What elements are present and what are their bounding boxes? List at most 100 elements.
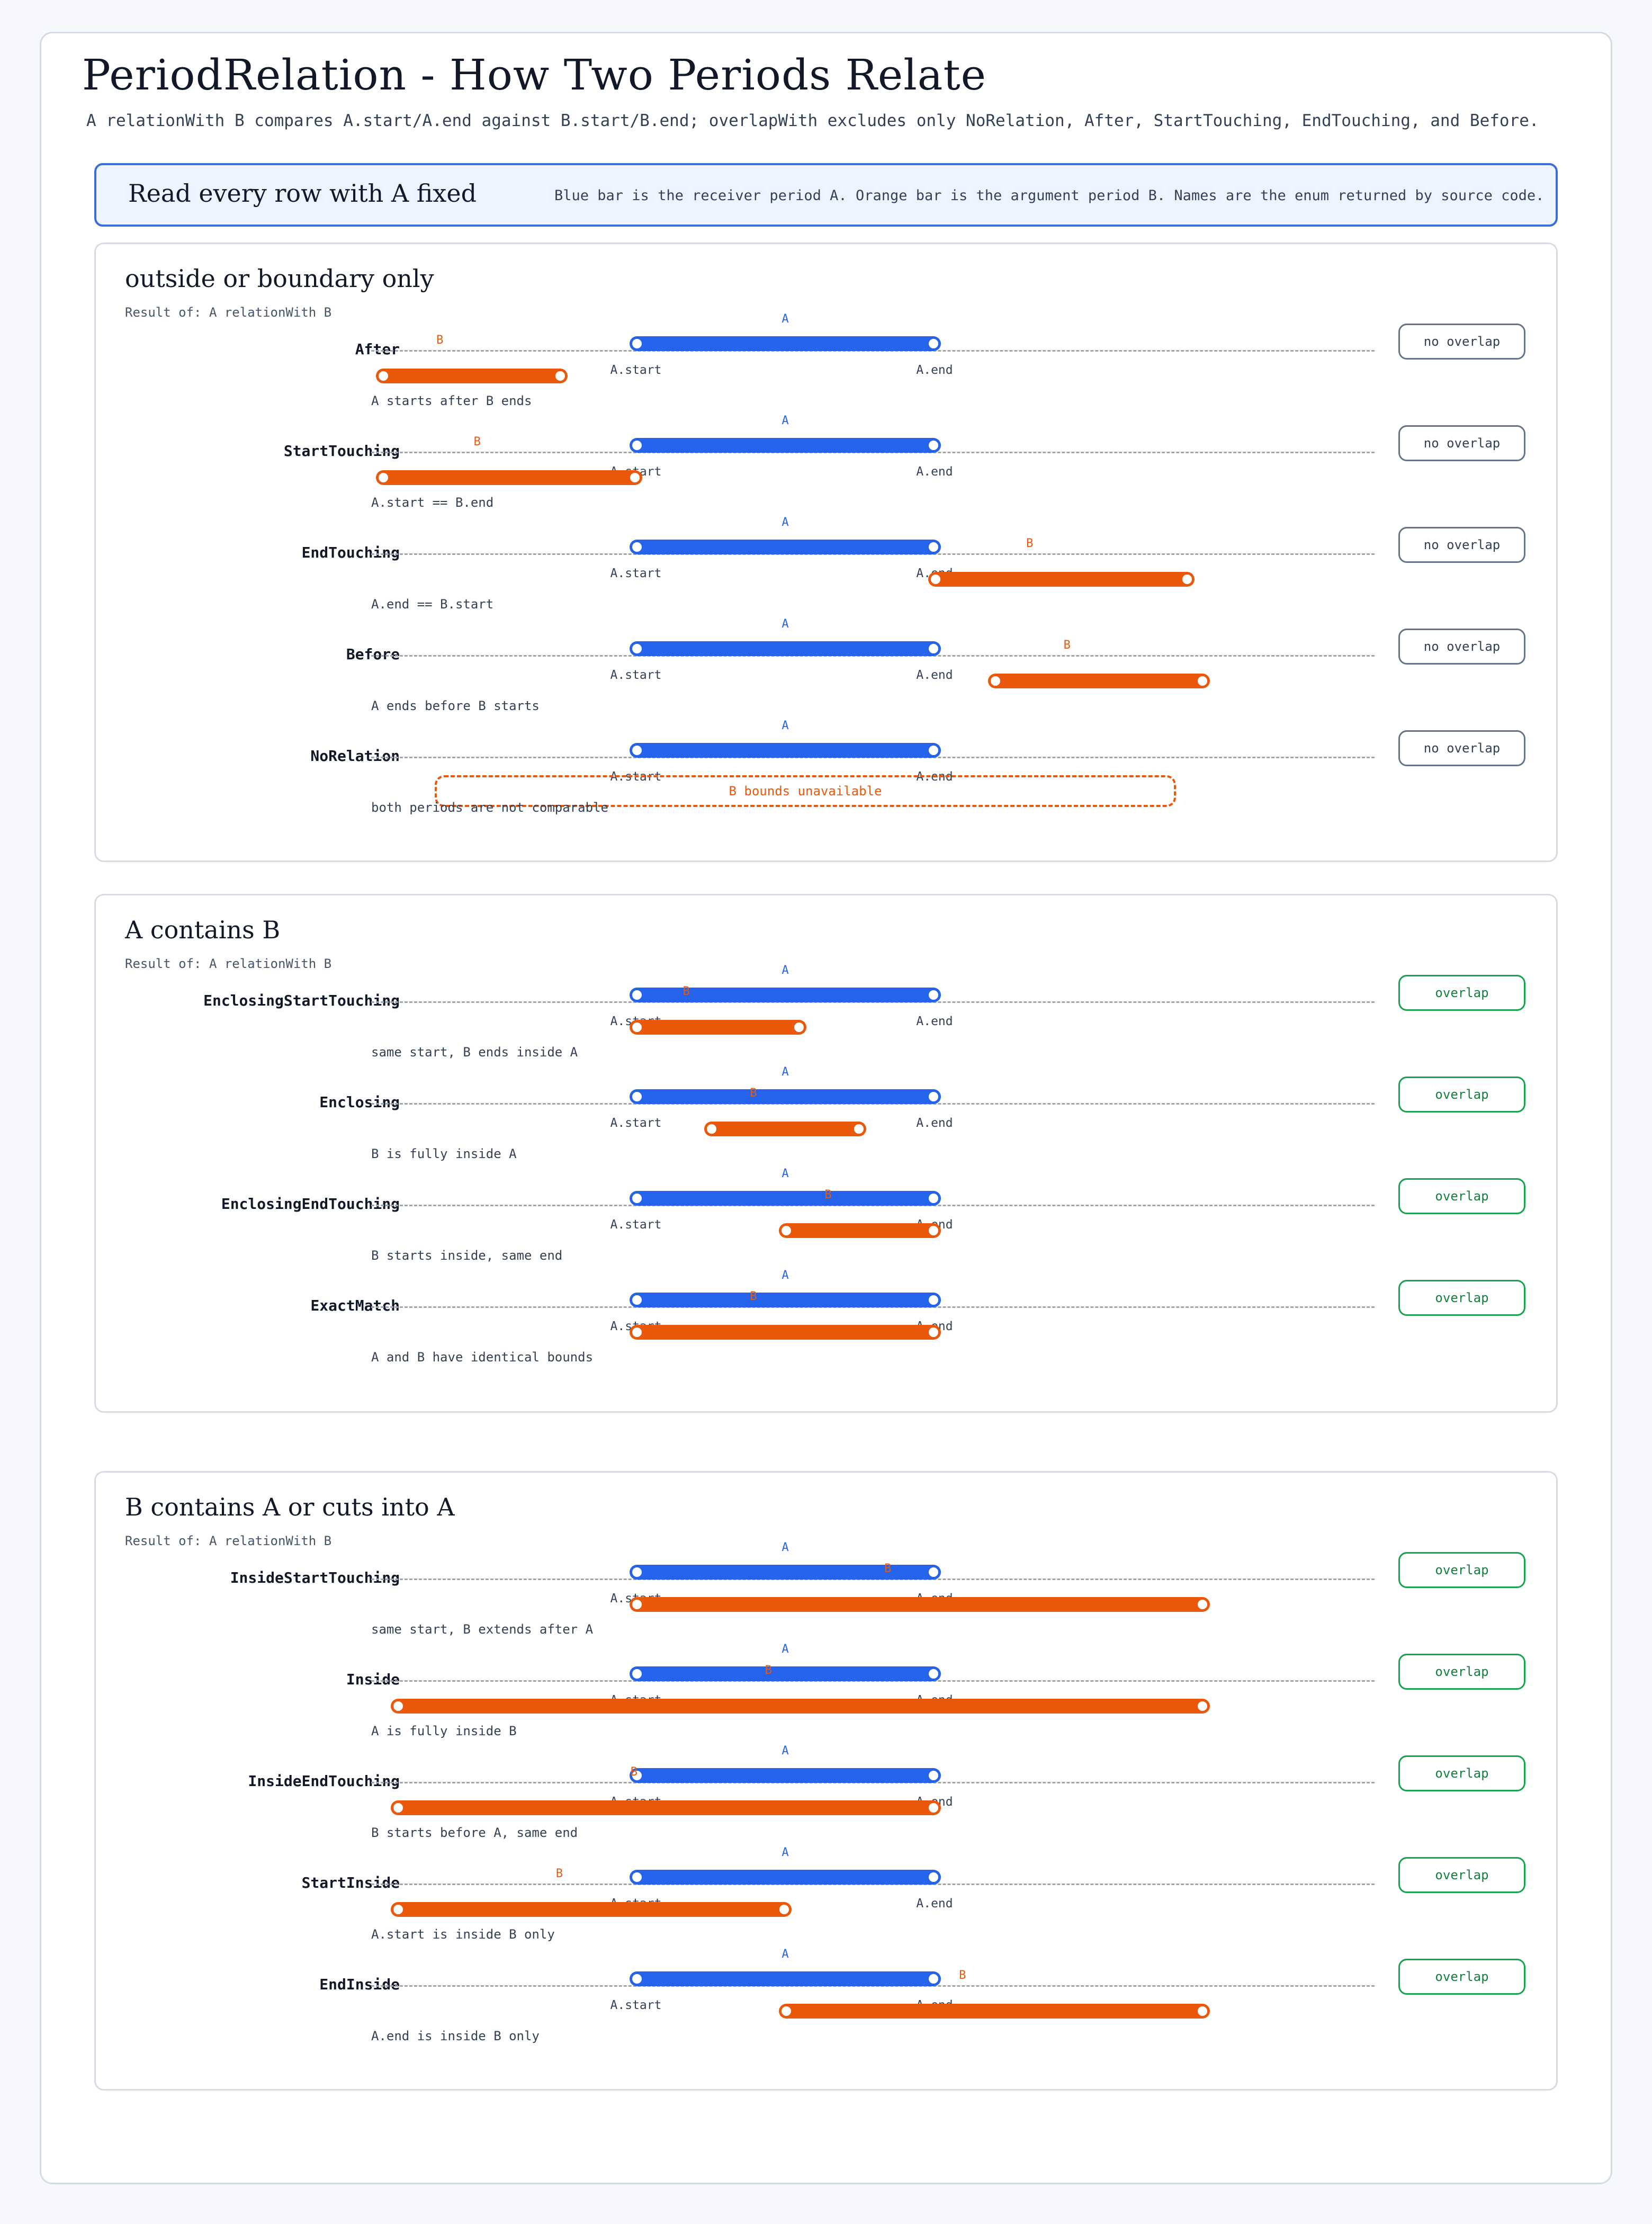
period-a-bar bbox=[630, 1565, 941, 1580]
period-a-label: A bbox=[782, 312, 789, 326]
a-start-tick-label: A.start bbox=[610, 567, 662, 580]
period-a-label: A bbox=[782, 964, 789, 977]
period-a-label: A bbox=[782, 1744, 789, 1757]
a-end-marker bbox=[929, 990, 938, 1000]
a-start-marker bbox=[632, 1194, 642, 1203]
b-start-marker bbox=[378, 371, 388, 381]
relation-note: A is fully inside B bbox=[371, 1724, 517, 1738]
a-start-tick-label: A.start bbox=[610, 1998, 662, 2012]
relation-note: same start, B ends inside A bbox=[371, 1045, 578, 1060]
relation-note: B starts inside, same end bbox=[371, 1248, 563, 1263]
period-b-label: B bbox=[765, 1664, 772, 1677]
a-end-tick-label: A.end bbox=[916, 1116, 953, 1130]
relation-name: EnclosingEndTouching bbox=[221, 1195, 400, 1213]
a-end-tick-label: A.end bbox=[916, 1897, 953, 1911]
period-b-label: B bbox=[750, 1087, 757, 1100]
a-start-marker bbox=[632, 1974, 642, 1984]
a-end-tick-label: A.end bbox=[916, 1015, 953, 1028]
b-end-marker bbox=[1197, 676, 1207, 686]
a-end-marker bbox=[929, 1669, 938, 1679]
period-a-label: A bbox=[782, 1269, 789, 1282]
relation-note: A.start is inside B only bbox=[371, 1927, 555, 1942]
relation-note: same start, B extends after A bbox=[371, 1622, 594, 1637]
period-a-label: A bbox=[782, 617, 789, 631]
overlap-badge: no overlap bbox=[1398, 324, 1525, 360]
a-start-marker bbox=[632, 1771, 642, 1780]
a-end-tick-label: A.end bbox=[916, 363, 953, 377]
relation-row: EnclosingStartTouchingAA.startA.endBsame… bbox=[96, 964, 1559, 1092]
period-a-label: A bbox=[782, 414, 789, 427]
relation-name: EndInside bbox=[319, 1976, 400, 1993]
section-title: outside or boundary only bbox=[125, 264, 434, 293]
period-b-label: B bbox=[750, 1290, 757, 1303]
section-caption: Result of: A relationWith B bbox=[125, 956, 332, 971]
overlap-badge: overlap bbox=[1398, 1654, 1525, 1690]
period-b-bar bbox=[390, 1800, 941, 1815]
a-start-marker bbox=[632, 1295, 642, 1305]
period-a-label: A bbox=[782, 1065, 789, 1079]
section-title: B contains A or cuts into A bbox=[125, 1493, 455, 1521]
period-b-label: B bbox=[1063, 639, 1071, 652]
overlap-badge: overlap bbox=[1398, 1178, 1525, 1214]
relation-note: both periods are not comparable bbox=[371, 800, 608, 815]
relation-note: A starts after B ends bbox=[371, 393, 532, 408]
b-end-marker bbox=[779, 1905, 789, 1914]
period-a-bar bbox=[630, 1191, 941, 1206]
relation-name: StartInside bbox=[301, 1874, 400, 1891]
relation-note: A and B have identical bounds bbox=[371, 1350, 594, 1365]
a-start-marker bbox=[632, 339, 642, 348]
period-b-bar bbox=[704, 1122, 866, 1136]
relation-row: NoRelation A A.start A.end B bounds unavaila… bbox=[96, 719, 1559, 848]
period-a-label: A bbox=[782, 516, 789, 529]
period-b-bar bbox=[375, 369, 568, 383]
a-end-marker bbox=[929, 1974, 938, 1984]
period-a-bar bbox=[630, 641, 941, 656]
relation-name: After bbox=[355, 340, 400, 358]
b-start-marker bbox=[707, 1124, 716, 1134]
a-start-marker bbox=[632, 542, 642, 552]
b-end-marker bbox=[1197, 2006, 1207, 2016]
a-start-marker bbox=[632, 1092, 642, 1101]
b-end-marker bbox=[929, 1328, 938, 1337]
relation-name: NoRelation bbox=[310, 747, 400, 765]
a-end-marker bbox=[929, 644, 938, 653]
b-end-marker bbox=[1197, 1600, 1207, 1609]
period-b-label: B bbox=[555, 1867, 563, 1880]
legend-banner: Read every row with A fixed Blue bar is … bbox=[94, 163, 1558, 227]
overlap-badge: overlap bbox=[1398, 1755, 1525, 1791]
period-a-label: A bbox=[782, 1167, 789, 1180]
b-start-marker bbox=[782, 2006, 791, 2016]
b-start-marker bbox=[378, 473, 388, 482]
a-end-marker bbox=[929, 542, 938, 552]
period-b-label: B bbox=[630, 1765, 638, 1779]
relation-section: B contains A or cuts into A Result of: A … bbox=[94, 1471, 1558, 2091]
b-start-marker bbox=[931, 575, 940, 584]
relation-section: A contains B Result of: A relationWith B E… bbox=[94, 894, 1558, 1413]
relation-name: InsideStartTouching bbox=[230, 1569, 400, 1586]
page-subtitle: A relationWith B compares A.start/A.end … bbox=[86, 111, 1539, 130]
period-a-label: A bbox=[782, 1846, 789, 1859]
period-b-label: B bbox=[683, 985, 690, 998]
a-start-marker bbox=[632, 441, 642, 450]
a-start-marker bbox=[632, 990, 642, 1000]
period-b-label: B bbox=[473, 435, 481, 449]
a-end-marker bbox=[929, 1092, 938, 1101]
section-caption: Result of: A relationWith B bbox=[125, 305, 332, 320]
overlap-badge: overlap bbox=[1398, 1959, 1525, 1995]
a-end-tick-label: A.end bbox=[916, 668, 953, 682]
b-end-marker bbox=[555, 371, 565, 381]
period-b-bar bbox=[779, 2004, 1210, 2019]
period-a-bar bbox=[630, 743, 941, 758]
section-title: A contains B bbox=[125, 916, 281, 944]
period-a-label: A bbox=[782, 719, 789, 732]
b-start-marker bbox=[632, 1600, 642, 1609]
period-a-bar bbox=[630, 336, 941, 351]
b-end-marker bbox=[794, 1023, 804, 1032]
relation-name: EnclosingStartTouching bbox=[203, 992, 400, 1009]
a-start-tick-label: A.start bbox=[610, 668, 662, 682]
